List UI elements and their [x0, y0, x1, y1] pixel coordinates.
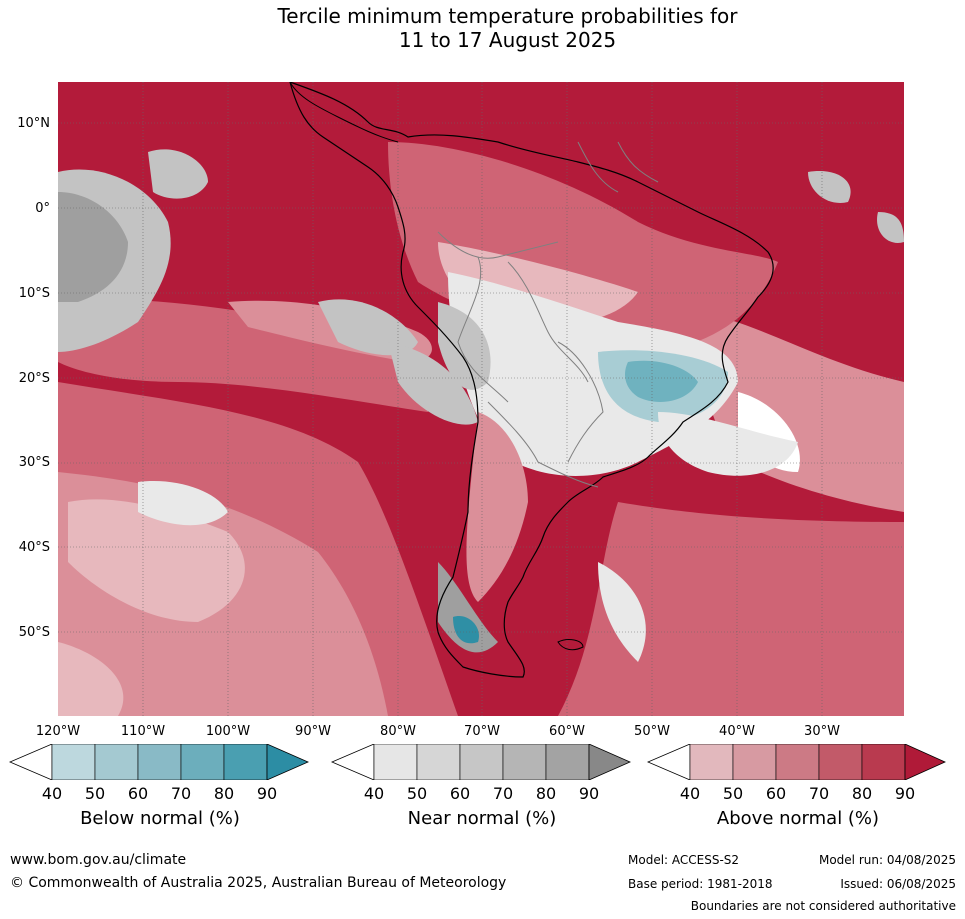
region-patagonia-near-80 — [438, 562, 498, 653]
region-patagonia-shelf-near — [598, 562, 646, 662]
below-tick-60: 60 — [127, 784, 149, 803]
above-tick-70: 70 — [808, 784, 830, 803]
colorbar-below-70 — [180, 744, 225, 780]
colorbar-above-80 — [861, 744, 906, 780]
lon-label-30w: 30°W — [804, 724, 840, 739]
title-line-2: 11 to 17 August 2025 — [398, 28, 617, 52]
near-tick-40: 40 — [363, 784, 385, 803]
region-galapagos-near — [148, 149, 208, 199]
lon-label-40w: 40°W — [719, 724, 755, 739]
colorbar-below-high-arrow — [266, 744, 309, 780]
boundaries-disclaimer: Boundaries are not considered authoritat… — [690, 899, 956, 913]
region-chile-coast-near — [388, 342, 478, 425]
above-normal-label: Above normal (%) — [716, 808, 880, 829]
above-tick-90: 90 — [894, 784, 916, 803]
region-brazil-below-70 — [625, 360, 698, 402]
colorbar-near-50 — [416, 744, 461, 780]
lon-label-70w: 70°W — [464, 724, 500, 739]
colorbar-near-40 — [373, 744, 418, 780]
above-tick-40: 40 — [679, 784, 701, 803]
lon-label-110w: 110°W — [120, 724, 166, 739]
region-andes-near — [438, 302, 491, 390]
colorbar-above-60 — [775, 744, 820, 780]
below-tick-40: 40 — [41, 784, 63, 803]
colorbar-near-60 — [459, 744, 504, 780]
issued-date: Issued: 06/08/2025 — [840, 877, 956, 891]
region-argentina-60 — [466, 412, 528, 602]
region-east-atlantic-near — [877, 212, 904, 243]
below-tick-70: 70 — [170, 784, 192, 803]
lon-label-80w: 80°W — [380, 724, 416, 739]
above-tick-80: 80 — [851, 784, 873, 803]
region-uruguay-near — [658, 412, 798, 476]
country-borders — [437, 141, 659, 488]
model-name: Model: ACCESS-S2 — [628, 853, 740, 867]
falkland-islands — [557, 639, 584, 651]
colorbar-above-70 — [818, 744, 863, 780]
colorbar-above-50 — [732, 744, 777, 780]
colorbar-below-50 — [94, 744, 139, 780]
region-peru-coast-near — [318, 299, 418, 356]
above-tick-60: 60 — [765, 784, 787, 803]
region-south-pacific-near — [138, 481, 228, 526]
bom-url-link[interactable]: www.bom.gov.au/climate — [10, 852, 187, 868]
colorbar-below-60 — [137, 744, 182, 780]
lon-label-60w: 60°W — [549, 724, 585, 739]
lat-label-0: 0° — [35, 201, 50, 216]
above-tick-50: 50 — [722, 784, 744, 803]
colorbar-above-40 — [689, 744, 734, 780]
probability-map — [58, 82, 904, 716]
map-title: Tercile minimum temperature probabilitie… — [0, 4, 965, 52]
colorbar-above-normal — [646, 744, 946, 780]
lat-label-50s: 50°S — [18, 625, 50, 640]
colorbar-near-80 — [545, 744, 590, 780]
region-patagonia-below-90 — [453, 616, 479, 644]
region-equatorial-atlantic-near — [808, 171, 851, 203]
lat-label-40s: 40°S — [18, 540, 50, 555]
region-south-atlantic-70 — [558, 502, 904, 716]
near-tick-90: 90 — [578, 784, 600, 803]
near-tick-70: 70 — [492, 784, 514, 803]
map-canvas — [58, 82, 904, 716]
base-period: Base period: 1981-2018 — [628, 877, 773, 891]
region-west-pacific-near-80 — [58, 192, 128, 302]
colorbar-near-low-arrow — [330, 744, 375, 780]
below-tick-80: 80 — [213, 784, 235, 803]
near-tick-50: 50 — [406, 784, 428, 803]
region-sw-corner-50 — [58, 642, 124, 716]
colorbar-below-low-arrow — [8, 744, 53, 780]
copyright-text: © Commonwealth of Australia 2025, Austra… — [10, 875, 507, 891]
region-pacific-70 — [58, 299, 431, 412]
colorbar-near-normal — [330, 744, 631, 780]
near-tick-60: 60 — [449, 784, 471, 803]
colorbar-below-80 — [223, 744, 268, 780]
title-line-1: Tercile minimum temperature probabilitie… — [277, 4, 738, 28]
below-normal-label: Below normal (%) — [80, 808, 240, 829]
central-america-coastline — [289, 82, 399, 143]
lat-label-20s: 20°S — [18, 371, 50, 386]
colorbar-above-low-arrow — [646, 744, 691, 780]
below-tick-90: 90 — [256, 784, 278, 803]
lat-label-30s: 30°S — [18, 455, 50, 470]
region-south-pacific-50 — [68, 499, 245, 622]
below-tick-50: 50 — [84, 784, 106, 803]
colorbar-below-normal — [8, 744, 309, 780]
lat-label-10s: 10°S — [18, 286, 50, 301]
colorbar-above-high-arrow — [904, 744, 946, 780]
model-run-date: Model run: 04/08/2025 — [818, 853, 956, 867]
lon-label-50w: 50°W — [634, 724, 670, 739]
near-tick-80: 80 — [535, 784, 557, 803]
lat-label-10n: 10°N — [17, 116, 50, 131]
colorbar-below-40 — [51, 744, 96, 780]
colorbar-near-high-arrow — [588, 744, 631, 780]
lon-label-90w: 90°W — [295, 724, 331, 739]
colorbar-near-70 — [502, 744, 547, 780]
south-america-coastline — [289, 82, 774, 678]
lon-label-120w: 120°W — [35, 724, 81, 739]
near-normal-label: Near normal (%) — [407, 808, 557, 829]
lon-label-100w: 100°W — [205, 724, 251, 739]
